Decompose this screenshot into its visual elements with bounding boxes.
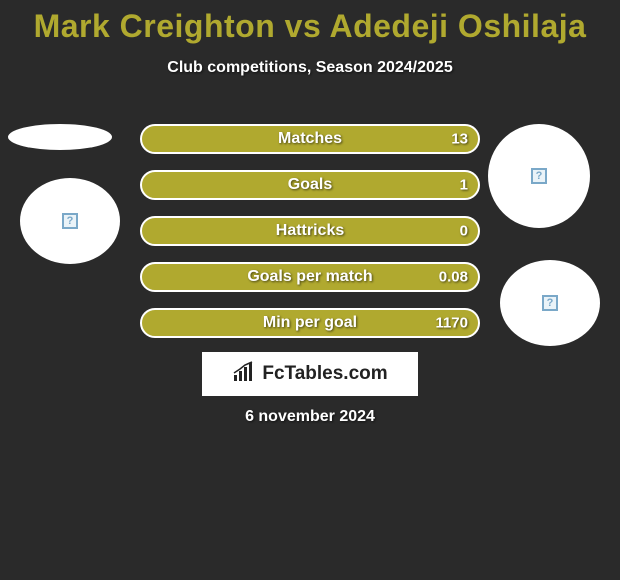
stat-bar-gpm: Goals per match 0.08 [140,262,480,292]
avatar-placeholder-left: ? [20,178,120,264]
stat-value: 0 [460,223,468,240]
branding-text: FcTables.com [262,363,387,385]
stat-label: Matches [278,130,342,148]
stat-value: 13 [451,131,468,148]
stat-label: Hattricks [276,222,344,240]
placeholder-icon: ? [62,213,78,229]
stat-value: 0.08 [439,269,468,286]
placeholder-icon: ? [542,295,558,311]
stat-bar-matches: Matches 13 [140,124,480,154]
stat-label: Goals per match [247,268,372,286]
stat-bar-hattricks: Hattricks 0 [140,216,480,246]
stat-value: 1 [460,177,468,194]
subtitle: Club competitions, Season 2024/2025 [0,59,620,77]
chart-icon [232,361,258,388]
stats-bars: Matches 13 Goals 1 Hattricks 0 Goals per… [140,124,480,354]
branding-box: FcTables.com [202,352,418,396]
stat-bar-goals: Goals 1 [140,170,480,200]
avatar-placeholder-right-top: ? [488,124,590,228]
avatar-placeholder-right-bot: ? [500,260,600,346]
stat-bar-mpg: Min per goal 1170 [140,308,480,338]
stat-value: 1170 [435,315,468,332]
stat-label: Goals [288,176,332,194]
avatar-ellipse-left [8,124,112,150]
page-title: Mark Creighton vs Adedeji Oshilaja [0,0,620,45]
stat-label: Min per goal [263,314,357,332]
placeholder-icon: ? [531,168,547,184]
date-text: 6 november 2024 [0,408,620,426]
